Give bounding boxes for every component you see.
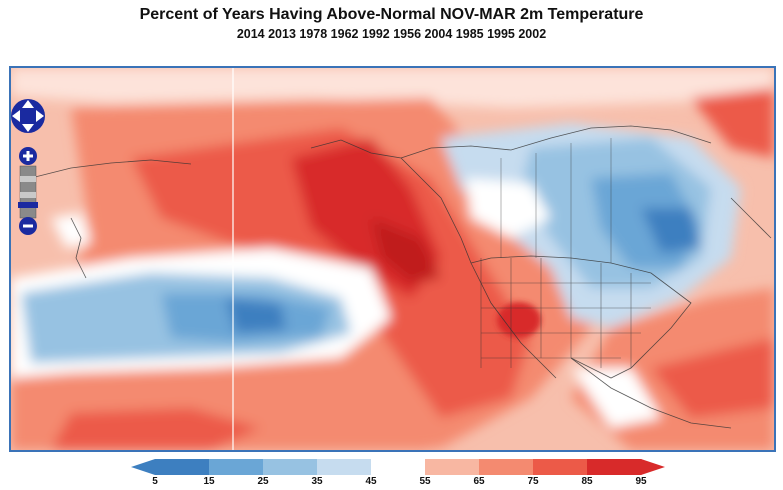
colorbar-left-arrow	[131, 459, 155, 475]
colorbar-tick-label: 95	[635, 476, 647, 487]
map-title: Percent of Years Having Above-Normal NOV…	[139, 6, 644, 23]
colorbar-tick-label: 5	[152, 476, 158, 487]
colorbar-swatch	[209, 459, 264, 475]
colorbar-swatch	[317, 459, 372, 475]
colorbar-tick-label: 75	[527, 476, 539, 487]
colorbar	[131, 459, 665, 475]
colorbar-right-arrow	[641, 459, 665, 475]
colorbar-tick-label: 15	[203, 476, 215, 487]
colorbar-swatch	[371, 459, 426, 475]
colorbar-tick-label: 85	[581, 476, 593, 487]
zoom-in-button[interactable]	[19, 147, 37, 165]
zoom-out-button[interactable]	[19, 217, 37, 235]
colorbar-tick-label: 65	[473, 476, 485, 487]
colorbar-swatch	[155, 459, 210, 475]
colorbar-tick-label: 25	[257, 476, 269, 487]
pan-arrows-icon[interactable]	[11, 99, 45, 133]
map-canvas	[11, 68, 774, 450]
colorbar-tick-label: 55	[419, 476, 431, 487]
colorbar-swatch	[263, 459, 318, 475]
colorbar-swatch	[587, 459, 642, 475]
colorbar-swatch	[479, 459, 534, 475]
colorbar-swatch	[533, 459, 588, 475]
map-nav-control	[11, 99, 45, 235]
map-subtitle: 2014 2013 1978 1962 1992 1956 2004 1985 …	[236, 27, 547, 41]
temperature-map[interactable]	[9, 66, 776, 452]
colorbar-tick-label: 45	[365, 476, 377, 487]
zoom-slider[interactable]	[18, 165, 38, 219]
colorbar-swatch	[425, 459, 480, 475]
colorbar-tick-label: 35	[311, 476, 323, 487]
